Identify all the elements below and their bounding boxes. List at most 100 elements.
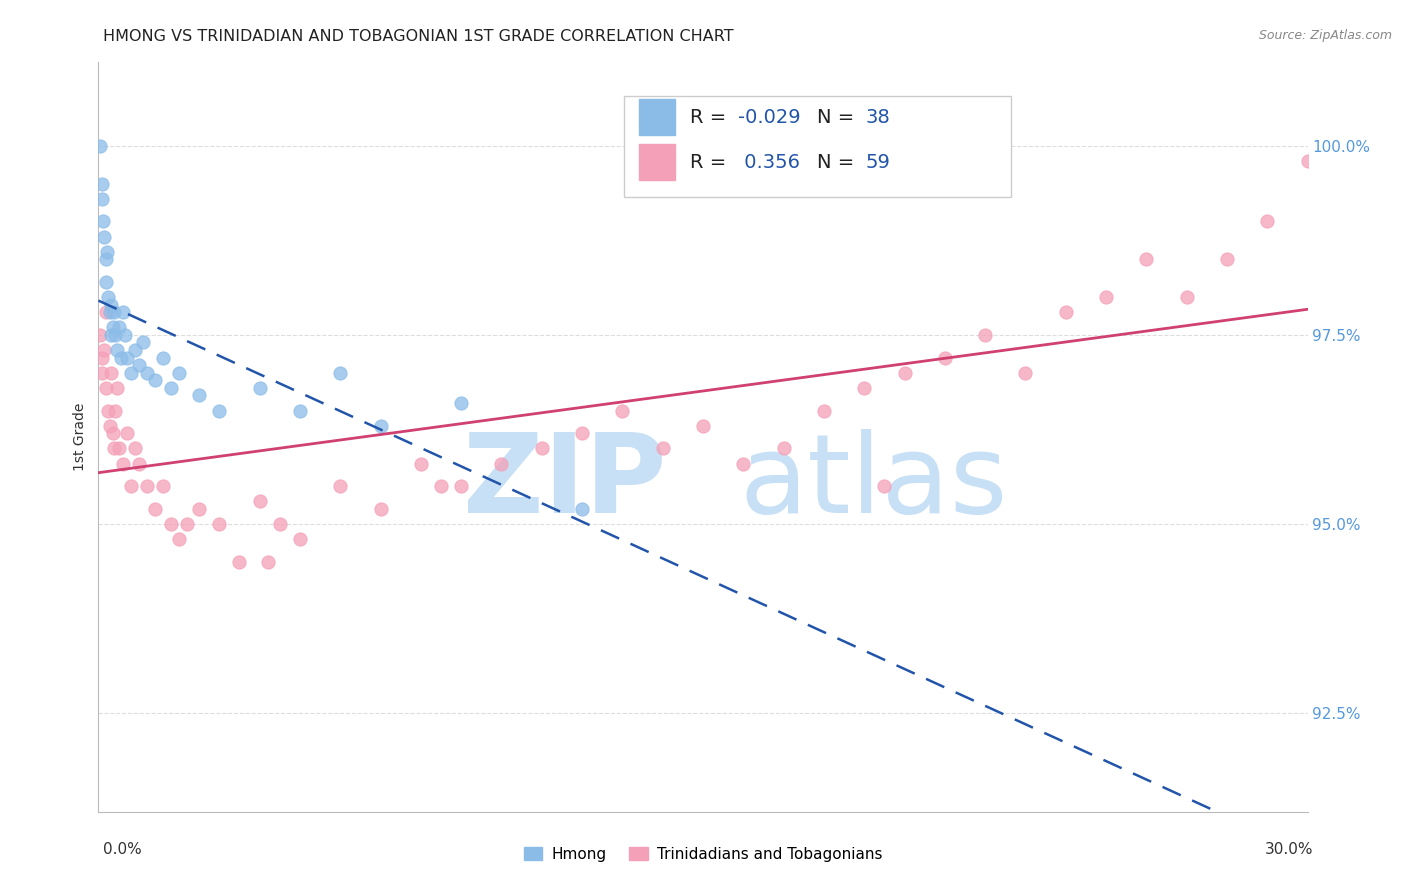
Point [692, 418, 714, 433]
Point [135, 366, 157, 380]
Point [1135, 252, 1157, 267]
Point [249, 381, 271, 395]
Point [97, 290, 120, 304]
Point [101, 320, 124, 334]
Point [269, 517, 291, 532]
Point [107, 320, 129, 334]
Point [1054, 305, 1077, 319]
Point [90, 351, 112, 365]
Point [91, 214, 114, 228]
Point [612, 403, 634, 417]
Point [94, 305, 117, 319]
Point [98, 305, 121, 319]
Point [110, 351, 132, 365]
Point [111, 305, 134, 319]
Point [1175, 290, 1198, 304]
Point [450, 396, 472, 410]
Point [1256, 214, 1278, 228]
Point [370, 418, 392, 433]
Point [97, 403, 120, 417]
Point [114, 327, 136, 342]
Point [103, 442, 125, 456]
Point [893, 366, 915, 380]
FancyBboxPatch shape [624, 96, 1011, 197]
Point [188, 388, 211, 402]
Text: N =: N = [817, 153, 860, 171]
Point [288, 403, 311, 417]
Point [152, 479, 174, 493]
Point [89, 138, 111, 153]
Legend: Hmong, Trinidadians and Tobagonians: Hmong, Trinidadians and Tobagonians [517, 840, 889, 868]
Text: -0.029: -0.029 [738, 108, 800, 127]
Point [853, 381, 876, 395]
Point [105, 343, 128, 357]
Point [107, 442, 129, 456]
Point [96, 381, 118, 395]
Point [115, 351, 138, 365]
Point [128, 358, 150, 372]
Point [111, 457, 134, 471]
Point [143, 373, 166, 387]
Point [530, 442, 553, 456]
Point [103, 305, 125, 319]
Point [101, 426, 124, 441]
Point [450, 479, 472, 493]
Point [120, 479, 142, 493]
Bar [638, 145, 675, 180]
Point [167, 366, 190, 380]
Text: Source: ZipAtlas.com: Source: ZipAtlas.com [1258, 29, 1392, 42]
Point [1014, 366, 1036, 380]
Point [208, 403, 231, 417]
Point [160, 381, 183, 395]
Point [124, 343, 146, 357]
Text: HMONG VS TRINIDADIAN AND TOBAGONIAN 1ST GRADE CORRELATION CHART: HMONG VS TRINIDADIAN AND TOBAGONIAN 1ST … [103, 29, 734, 44]
Point [370, 502, 392, 516]
Point [491, 457, 513, 471]
Point [167, 533, 190, 547]
Point [98, 418, 121, 433]
Point [974, 327, 997, 342]
Point [96, 275, 118, 289]
Point [89, 327, 111, 342]
Point [329, 479, 352, 493]
Point [105, 381, 128, 395]
Point [115, 426, 138, 441]
Point [100, 366, 122, 380]
Point [103, 327, 125, 342]
Point [288, 533, 311, 547]
Text: N =: N = [817, 108, 860, 127]
Point [873, 479, 896, 493]
Point [96, 244, 118, 259]
Point [651, 442, 673, 456]
Text: 38: 38 [865, 108, 890, 127]
Text: 59: 59 [865, 153, 890, 171]
Text: 0.0%: 0.0% [103, 842, 142, 856]
Point [256, 555, 278, 569]
Point [772, 442, 794, 456]
Point [1095, 290, 1118, 304]
Point [934, 351, 956, 365]
Point [208, 517, 231, 532]
Y-axis label: 1st Grade: 1st Grade [73, 403, 87, 471]
Point [132, 335, 155, 350]
Point [90, 192, 112, 206]
Point [124, 442, 146, 456]
Point [1296, 153, 1319, 168]
Point [571, 502, 593, 516]
Point [409, 457, 432, 471]
Point [93, 229, 115, 244]
Point [143, 502, 166, 516]
Point [813, 403, 835, 417]
Point [100, 298, 122, 312]
Point [430, 479, 453, 493]
Point [188, 502, 211, 516]
Text: ZIP: ZIP [464, 428, 666, 535]
Point [128, 457, 150, 471]
Text: 0.356: 0.356 [738, 153, 800, 171]
Point [249, 494, 271, 508]
Point [103, 403, 125, 417]
Point [571, 426, 593, 441]
Point [91, 177, 114, 191]
Point [152, 351, 174, 365]
Text: 30.0%: 30.0% [1265, 842, 1313, 856]
